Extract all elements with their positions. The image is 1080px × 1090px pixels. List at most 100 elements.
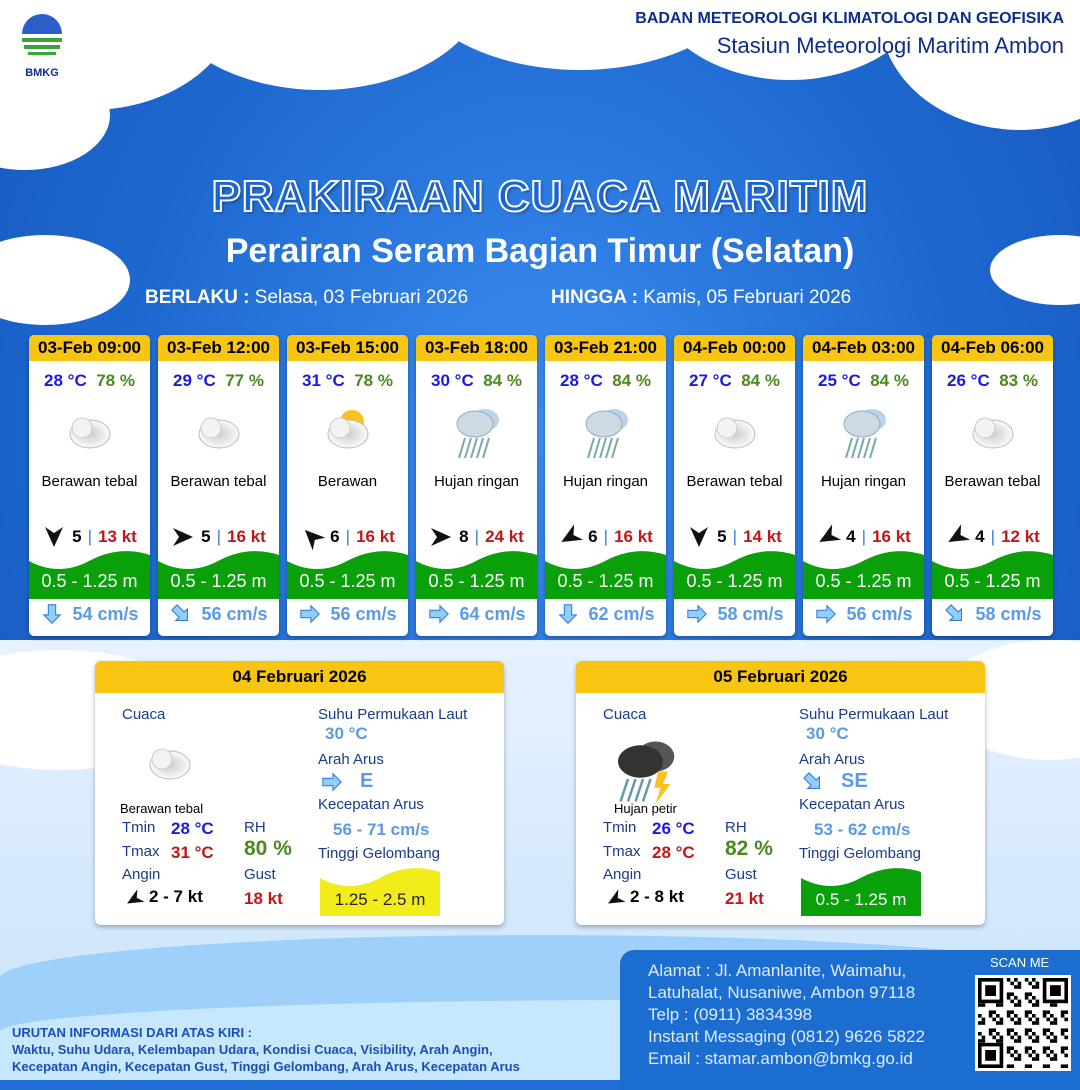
wave-height: 0.5 - 1.25 m: [287, 549, 408, 599]
cloudy-icon: [972, 417, 1013, 449]
weather-condition: Hujan ringan: [820, 473, 907, 490]
humidity: 83 %: [999, 371, 1038, 390]
wind-speed: 5: [72, 527, 82, 546]
air-temp: 29 °C: [173, 371, 216, 390]
wind-direction-icon: [819, 524, 842, 542]
air-temp: 31 °C: [302, 371, 345, 390]
current-direction-icon: [558, 604, 579, 624]
wave-height: 0.5 - 1.25 m: [932, 549, 1053, 599]
humidity: 77 %: [225, 371, 264, 390]
wind-speed: 4: [846, 527, 856, 546]
page-title: PRAKIRAAN CUACA MARITIM: [211, 171, 869, 222]
daily-date: 04 Februari 2026: [95, 661, 504, 693]
wind-direction-icon: [45, 527, 64, 547]
forecast-card: 04-Feb 00:00 27 °C 84 % Berawan tebal 5 |…: [674, 335, 795, 636]
daily-condition: Hujan petir: [614, 801, 677, 816]
current-speed: 62 cm/s: [588, 603, 655, 624]
daily-condition: Berawan tebal: [120, 801, 204, 816]
forecast-card: 03-Feb 12:00 29 °C 77 % Berawan tebal 5 |…: [158, 335, 279, 636]
station-name: Stasiun Meteorologi Maritim Ambon: [716, 33, 1064, 58]
wind-speed: 5: [717, 527, 727, 546]
forecast-time: 03-Feb 21:00: [545, 335, 666, 361]
info-order-legend: URUTAN INFORMASI DARI ATAS KIRI : Waktu, …: [12, 1025, 520, 1074]
current-direction-icon: [687, 604, 708, 624]
daily-wave-height: 0.5 - 1.25 m: [801, 866, 921, 916]
qr-code[interactable]: [975, 975, 1071, 1071]
wave-height: 0.5 - 1.25 m: [545, 549, 666, 599]
air-temp: 28 °C: [560, 371, 603, 390]
current-direction-icon: [429, 604, 450, 624]
weather-condition: Berawan tebal: [170, 473, 267, 490]
wave-height: 0.5 - 1.25 m: [803, 549, 924, 599]
contact-info: Alamat : Jl. Amanlanite, Waimahu, Latuhal…: [648, 961, 925, 1068]
wind-speed: 4: [975, 527, 985, 546]
current-speed: 56 cm/s: [330, 603, 397, 624]
air-temp: 25 °C: [818, 371, 861, 390]
wind-speed: 6: [330, 527, 340, 546]
air-temp: 28 °C: [44, 371, 87, 390]
wind-speed: 6: [588, 527, 598, 546]
weather-condition: Hujan ringan: [562, 473, 649, 490]
forecast-card: 04-Feb 06:00 26 °C 83 % Berawan tebal 4 |…: [932, 335, 1053, 636]
cloudy-icon: [714, 417, 755, 449]
gust-speed: 16 kt: [356, 527, 395, 546]
wave-height: 0.5 - 1.25 m: [29, 549, 150, 599]
humidity: 78 %: [354, 371, 393, 390]
air-temp: 26 °C: [947, 371, 990, 390]
light-rain-icon: [843, 409, 886, 459]
forecast-card: 03-Feb 15:00 31 °C 78 % Berawan 6 | 16 kt …: [287, 335, 408, 636]
wind-direction-icon: [431, 528, 452, 546]
bmkg-logo: BMKG: [14, 12, 70, 79]
current-speed: 56 cm/s: [201, 603, 268, 624]
thunderstorm-icon: [618, 741, 675, 804]
scan-me-label: SCAN ME: [990, 955, 1050, 970]
humidity: 84 %: [870, 371, 909, 390]
light-rain-icon: [456, 409, 499, 459]
wind-direction-icon: [127, 889, 145, 904]
current-direction-icon: [803, 772, 821, 790]
page-subtitle: Perairan Seram Bagian Timur (Selatan): [225, 232, 855, 270]
current-direction-icon: [42, 604, 63, 624]
gust-speed: 14 kt: [743, 527, 782, 546]
weather-condition: Berawan tebal: [41, 473, 138, 490]
daily-wave-height: 1.25 - 2.5 m: [320, 866, 440, 916]
agency-name: BADAN METEOROLOGI KLIMATOLOGI DAN GEOFIS…: [635, 10, 1064, 27]
wind-direction-icon: [690, 527, 709, 547]
wind-direction-icon: [608, 889, 626, 904]
forecast-time: 03-Feb 12:00: [158, 335, 279, 361]
humidity: 84 %: [612, 371, 651, 390]
forecast-time: 04-Feb 00:00: [674, 335, 795, 361]
valid-from: BERLAKU : Selasa, 03 Februari 2026: [145, 287, 469, 308]
partly-cloudy-icon: [327, 410, 368, 449]
current-direction-icon: [171, 604, 189, 622]
forecast-time: 03-Feb 15:00: [287, 335, 408, 361]
cloudy-icon: [69, 417, 110, 449]
forecast-card: 03-Feb 09:00 28 °C 78 % Berawan tebal 5 |…: [29, 335, 150, 636]
forecast-time: 03-Feb 09:00: [29, 335, 150, 361]
current-direction-icon: [945, 604, 963, 622]
wind-speed: 5: [201, 527, 211, 546]
current-speed: 58 cm/s: [975, 603, 1042, 624]
forecast-card: 03-Feb 21:00 28 °C 84 % Hujan ringan 6 | 1…: [545, 335, 666, 636]
forecast-time: 04-Feb 06:00: [932, 335, 1053, 361]
gust-speed: 12 kt: [1001, 527, 1040, 546]
humidity: 84 %: [741, 371, 780, 390]
daily-date: 05 Februari 2026: [576, 661, 985, 693]
weather-condition: Hujan ringan: [433, 473, 520, 490]
current-speed: 64 cm/s: [459, 603, 526, 624]
cloudy-icon: [198, 417, 239, 449]
forecast-time: 03-Feb 18:00: [416, 335, 537, 361]
gust-speed: 24 kt: [485, 527, 524, 546]
current-direction-icon: [816, 604, 837, 624]
daily-summary-panel: 05 Februari 2026 Cuaca Hujan petir Tmin 2…: [576, 661, 985, 925]
wave-height: 0.5 - 1.25 m: [674, 549, 795, 599]
gust-speed: 16 kt: [614, 527, 653, 546]
forecast-card: 04-Feb 03:00 25 °C 84 % Hujan ringan 4 | 1…: [803, 335, 924, 636]
gust-speed: 16 kt: [872, 527, 911, 546]
forecast-time: 04-Feb 03:00: [803, 335, 924, 361]
wave-height: 0.5 - 1.25 m: [416, 549, 537, 599]
wind-direction-icon: [173, 528, 194, 546]
gust-speed: 13 kt: [98, 527, 137, 546]
gust-speed: 16 kt: [227, 527, 266, 546]
air-temp: 30 °C: [431, 371, 474, 390]
